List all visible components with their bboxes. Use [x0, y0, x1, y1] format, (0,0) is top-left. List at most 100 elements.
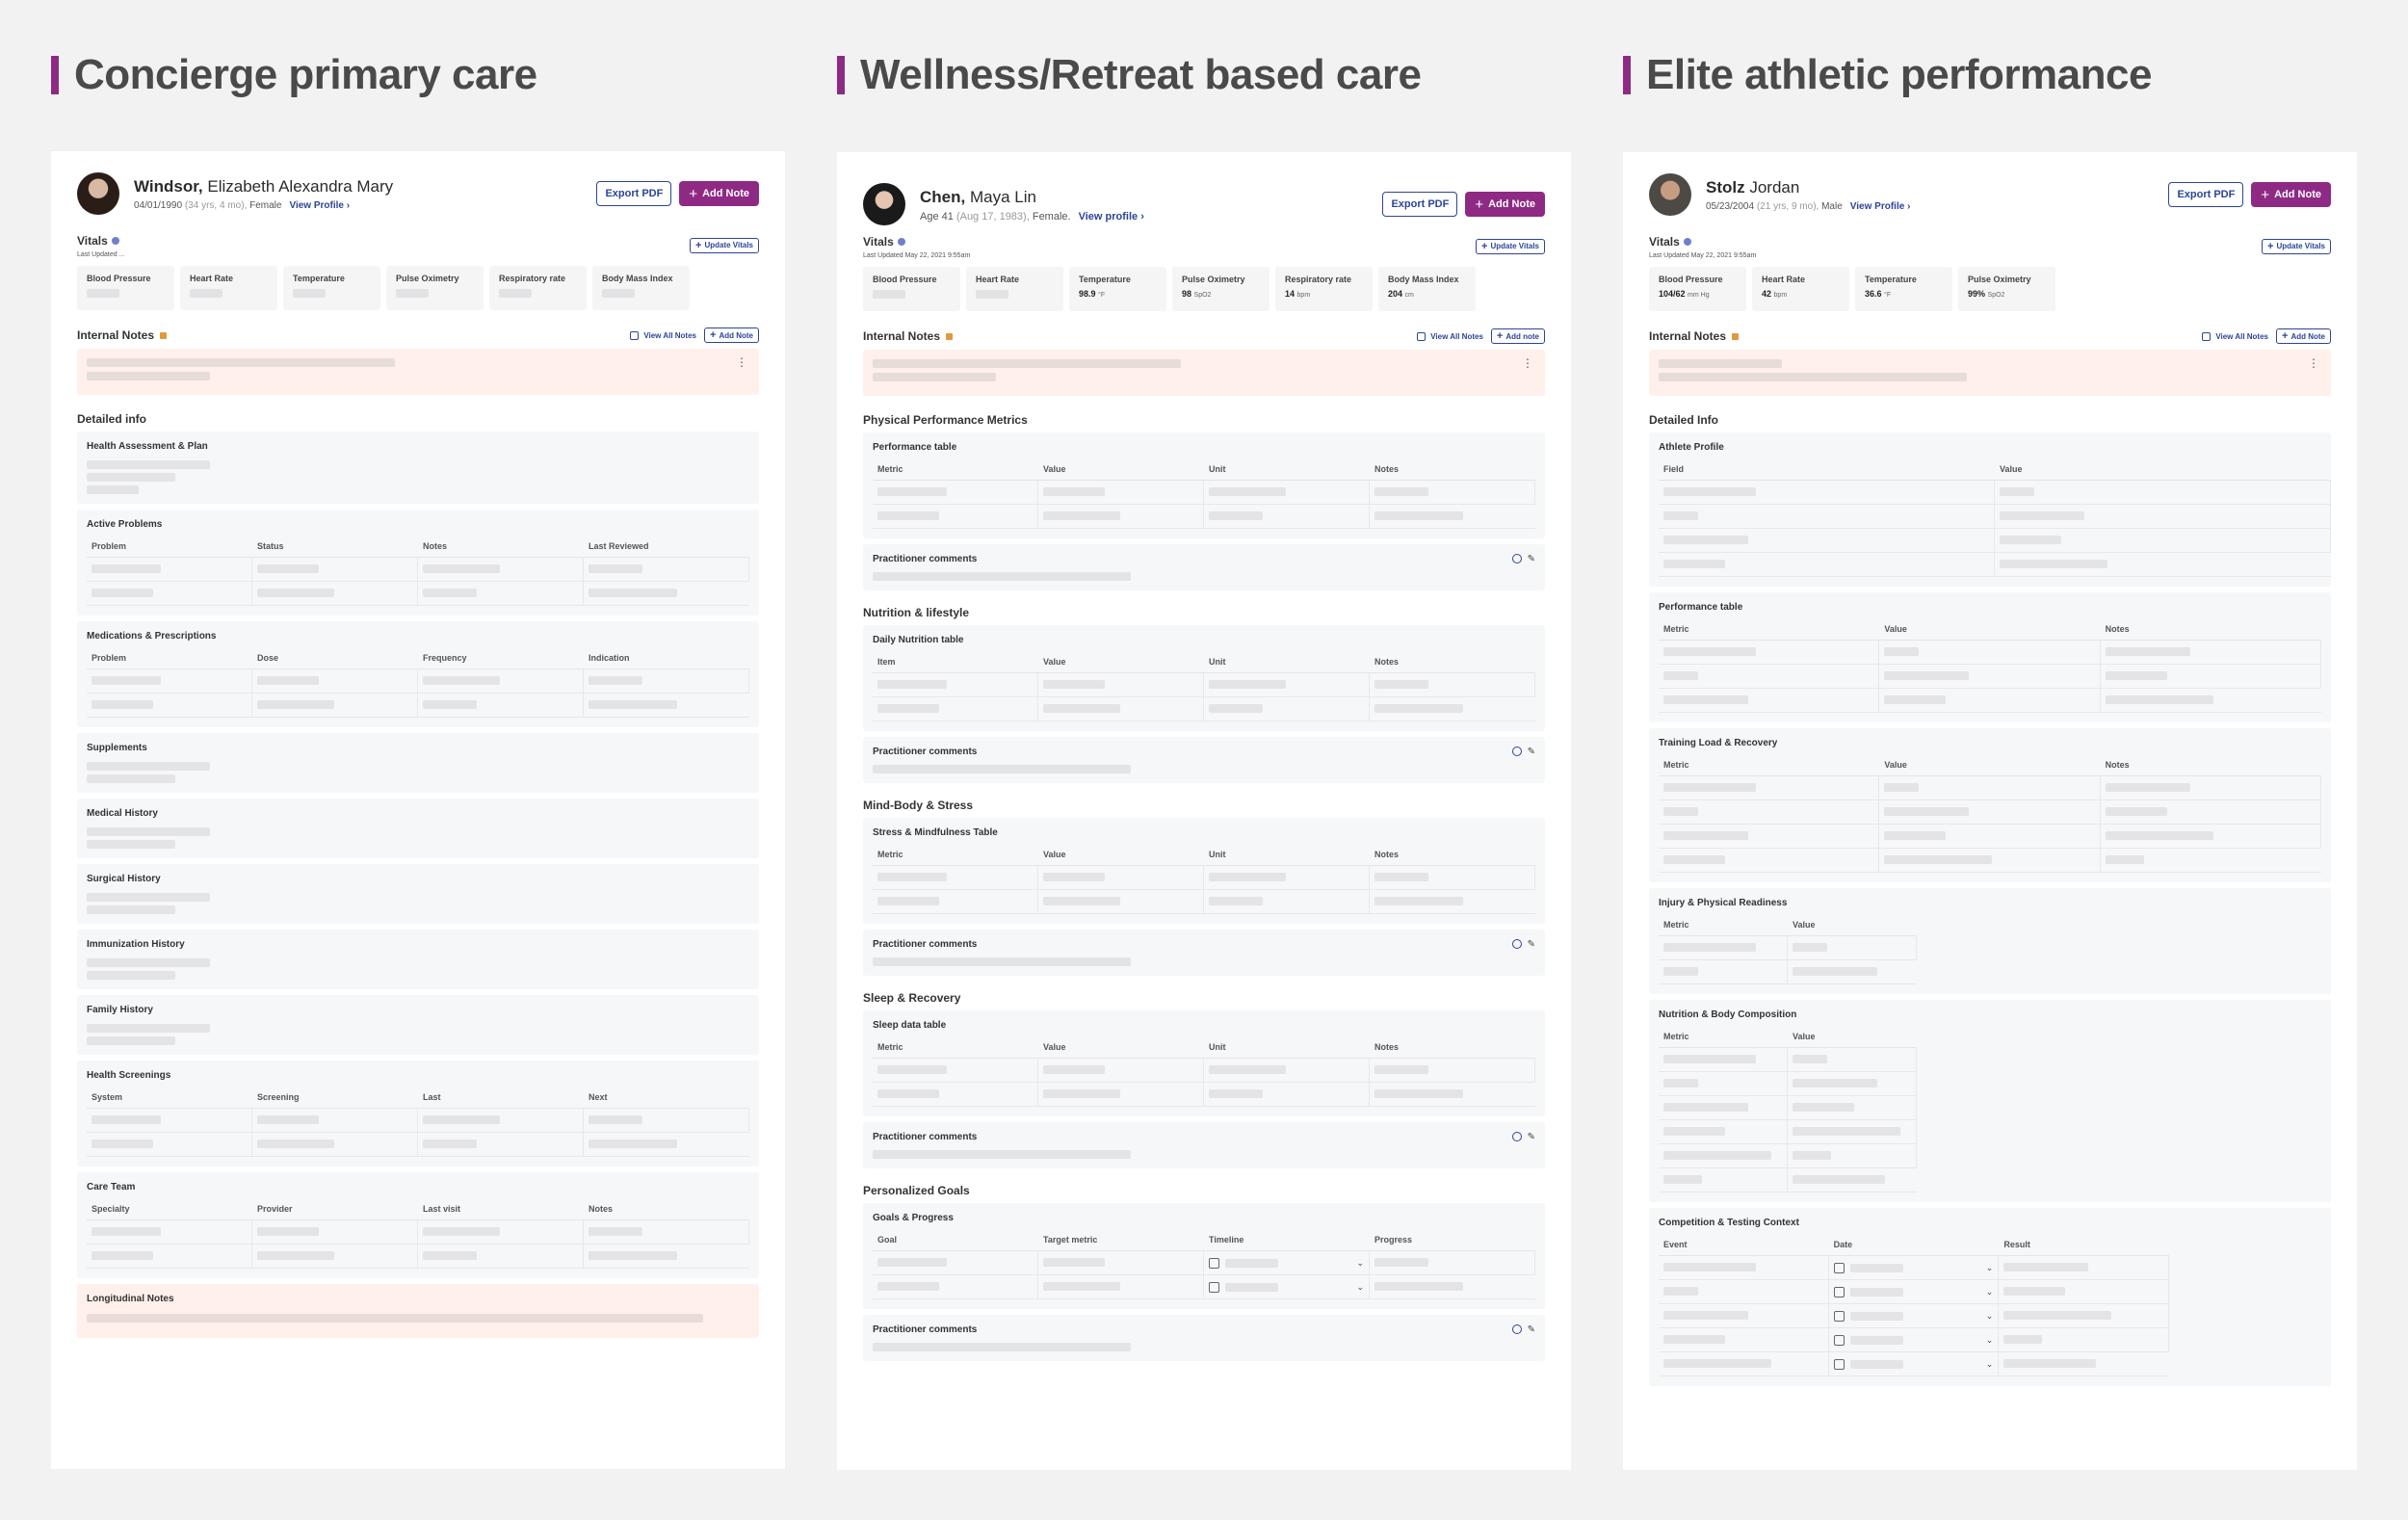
add-internal-note-button[interactable]: Add Note [704, 328, 759, 343]
table-cell[interactable] [1370, 481, 1535, 505]
table-cell[interactable] [2100, 825, 2321, 849]
table-cell[interactable] [1659, 1120, 1788, 1144]
view-profile-link[interactable]: View Profile › [1850, 201, 1911, 212]
table-cell[interactable] [1038, 673, 1204, 697]
table-cell[interactable] [87, 558, 252, 582]
table-cell[interactable] [584, 694, 749, 718]
vital-tile[interactable]: Temperature [283, 266, 380, 310]
table-cell[interactable] [1659, 529, 1995, 553]
table-cell[interactable]: ⌄ [1828, 1352, 2000, 1376]
date-picker[interactable]: ⌄ [1833, 1359, 1993, 1370]
table-cell[interactable] [1659, 553, 1995, 577]
table-cell[interactable] [873, 1251, 1038, 1275]
table-cell[interactable] [584, 558, 749, 582]
table-cell[interactable] [1038, 697, 1204, 721]
add-note-button[interactable]: Add Note [2251, 182, 2331, 207]
vital-tile[interactable]: Blood Pressure [77, 266, 174, 310]
avatar[interactable] [1649, 173, 1691, 216]
table-cell[interactable] [418, 1220, 584, 1245]
table-cell[interactable] [2100, 689, 2321, 713]
table-cell[interactable] [1370, 505, 1535, 529]
view-all-notes-link[interactable]: View All Notes [1417, 331, 1483, 341]
table-cell[interactable]: ⌄ [1204, 1251, 1370, 1275]
table-cell[interactable] [252, 582, 418, 606]
table-cell[interactable] [2100, 776, 2321, 800]
table-cell[interactable] [1370, 866, 1535, 890]
table-cell[interactable] [252, 1220, 418, 1245]
table-cell[interactable] [1204, 673, 1370, 697]
table-cell[interactable] [1370, 890, 1535, 914]
table-cell[interactable] [1038, 1059, 1204, 1083]
date-picker[interactable]: ⌄ [1833, 1263, 1993, 1273]
table-cell[interactable] [873, 866, 1038, 890]
table-cell[interactable] [1204, 481, 1370, 505]
edit-pencil-icon[interactable]: ✎ [1527, 554, 1535, 564]
table-cell[interactable] [1204, 890, 1370, 914]
edit-pencil-icon[interactable]: ✎ [1527, 939, 1535, 950]
table-cell[interactable] [418, 1133, 584, 1157]
table-cell[interactable] [1370, 1083, 1535, 1107]
vital-tile[interactable]: Pulse Oximetry [386, 266, 484, 310]
add-note-button[interactable]: Add Note [679, 181, 759, 206]
practitioner-comments[interactable]: Practitioner comments ✎ [863, 1122, 1545, 1168]
view-all-notes-link[interactable]: View All Notes [2202, 331, 2268, 341]
table-cell[interactable] [1659, 1352, 1829, 1376]
table-cell[interactable] [1038, 1251, 1204, 1275]
table-cell[interactable] [87, 694, 252, 718]
vital-tile[interactable]: Body Mass Index 204 cm [1378, 267, 1476, 311]
table-cell[interactable] [1038, 890, 1204, 914]
table-cell[interactable]: ⌄ [1204, 1275, 1370, 1299]
edit-pencil-icon[interactable]: ✎ [1527, 747, 1535, 757]
table-cell[interactable] [87, 582, 252, 606]
table-cell[interactable] [584, 1245, 749, 1269]
more-vertical-icon[interactable]: ⋮ [1522, 356, 1533, 370]
table-cell[interactable] [1879, 800, 2101, 825]
table-cell[interactable] [1995, 529, 2331, 553]
vital-tile[interactable]: Respiratory rate [489, 266, 587, 310]
date-picker[interactable]: ⌄ [1833, 1287, 1993, 1297]
table-cell[interactable]: ⌄ [1828, 1256, 2000, 1280]
table-cell[interactable] [873, 673, 1038, 697]
table-cell[interactable] [87, 1245, 252, 1269]
internal-note[interactable]: ⋮ [77, 349, 759, 395]
update-vitals-button[interactable]: Update Vitals [1476, 238, 1545, 254]
table-cell[interactable] [584, 582, 749, 606]
more-vertical-icon[interactable]: ⋮ [736, 355, 747, 369]
table-cell[interactable] [2100, 800, 2321, 825]
table-cell[interactable] [1659, 936, 1788, 960]
table-cell[interactable] [1204, 1059, 1370, 1083]
edit-pencil-icon[interactable]: ✎ [1527, 1324, 1535, 1335]
table-cell[interactable] [87, 1220, 252, 1245]
date-picker[interactable]: ⌄ [1833, 1311, 1993, 1322]
table-cell[interactable] [1879, 776, 2101, 800]
table-cell[interactable] [584, 1109, 749, 1133]
table-cell[interactable] [1788, 1072, 1917, 1096]
table-cell[interactable]: ⌄ [1828, 1280, 2000, 1304]
info-icon[interactable] [1683, 237, 1691, 246]
practitioner-comments[interactable]: Practitioner comments ✎ [863, 544, 1545, 590]
vital-tile[interactable]: Heart Rate [180, 266, 277, 310]
edit-pencil-icon[interactable]: ✎ [1527, 1132, 1535, 1142]
table-cell[interactable] [1038, 505, 1204, 529]
table-cell[interactable] [1659, 665, 1880, 689]
export-pdf-button[interactable]: Export PDF [596, 181, 672, 206]
view-profile-link[interactable]: View Profile › [289, 200, 350, 211]
table-cell[interactable] [252, 669, 418, 694]
table-cell[interactable] [87, 669, 252, 694]
date-picker[interactable]: ⌄ [1209, 1282, 1364, 1293]
info-icon[interactable] [897, 237, 905, 246]
globe-icon[interactable] [1511, 1132, 1522, 1141]
table-cell[interactable] [2100, 665, 2321, 689]
internal-note[interactable]: ⋮ [863, 350, 1545, 396]
globe-icon[interactable] [1511, 939, 1522, 949]
globe-icon[interactable] [1511, 1324, 1522, 1334]
table-cell[interactable] [1659, 481, 1995, 505]
globe-icon[interactable] [1511, 554, 1522, 563]
date-picker[interactable]: ⌄ [1209, 1258, 1364, 1269]
table-cell[interactable] [1879, 689, 2101, 713]
table-cell[interactable]: ⌄ [1828, 1328, 2000, 1352]
add-note-button[interactable]: Add Note [1465, 192, 1545, 217]
internal-note[interactable]: ⋮ [1649, 350, 2331, 396]
table-cell[interactable] [1995, 505, 2331, 529]
table-cell[interactable] [418, 582, 584, 606]
